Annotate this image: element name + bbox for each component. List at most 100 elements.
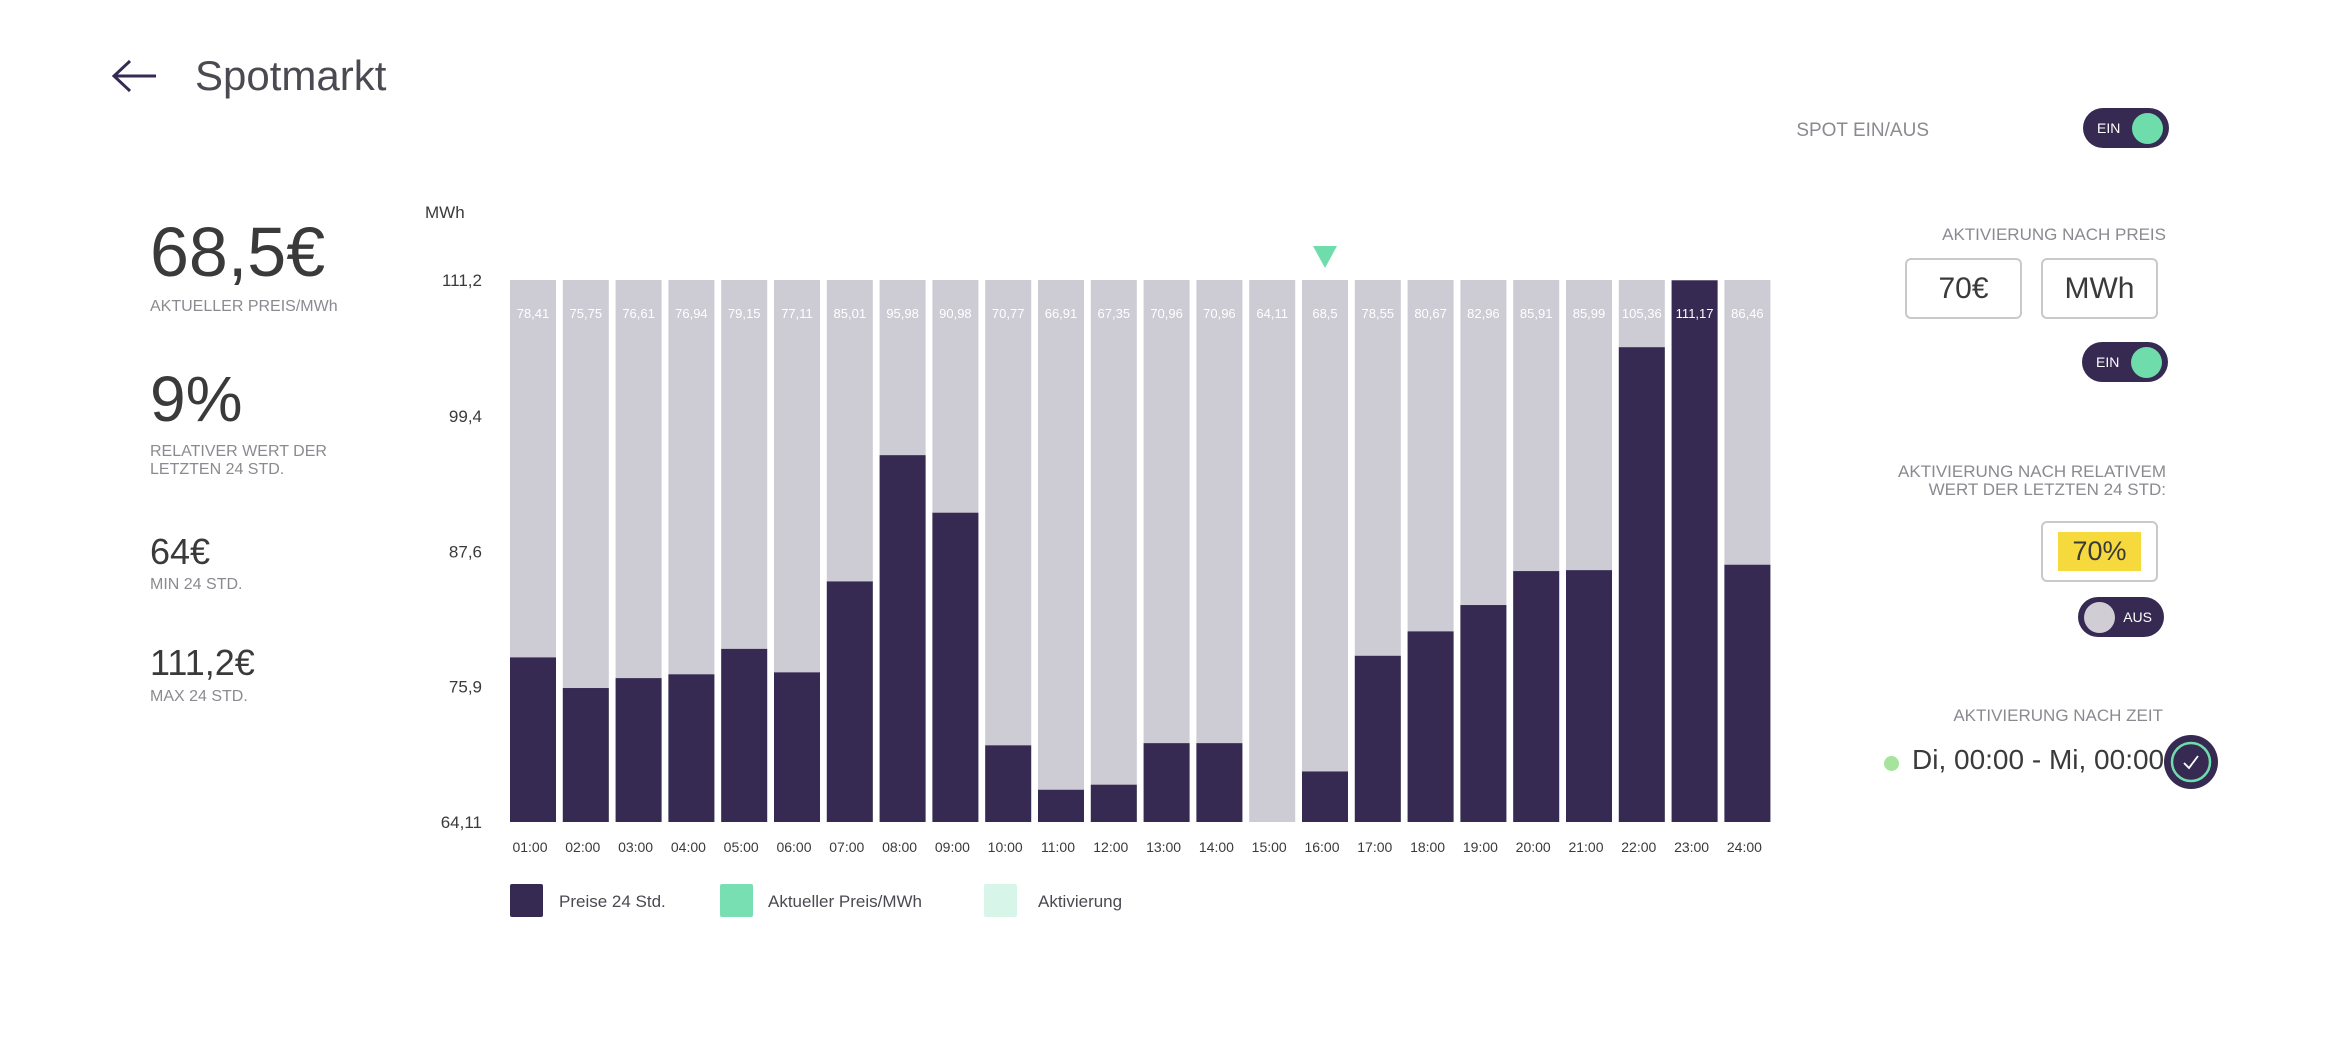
time-activation-label: AKTIVIERUNG NACH ZEIT (1953, 706, 2163, 725)
x-tick-label: 21:00 (1568, 839, 1603, 855)
bar-value-label: 80,67 (1414, 306, 1447, 321)
price-bar (1302, 771, 1348, 822)
bar-background (1302, 280, 1348, 822)
y-tick-label: 75,9 (449, 677, 482, 696)
price-bar (1143, 743, 1190, 822)
bar-value-label: 79,15 (728, 306, 761, 321)
max-value: 111,2€ (150, 642, 255, 683)
price-bar (1407, 631, 1454, 822)
legend-swatch-prices (510, 884, 543, 917)
bar-background (1038, 280, 1084, 822)
bar-background (1090, 280, 1137, 822)
bar-value-label: 68,5 (1312, 306, 1337, 321)
price-bar (1460, 605, 1507, 822)
x-tick-label: 02:00 (565, 839, 600, 855)
spot-toggle[interactable]: EIN (2083, 108, 2169, 148)
y-tick-label: 64,11 (441, 813, 482, 832)
bar-value-label: 75,75 (570, 306, 603, 321)
bar-value-label: 76,94 (675, 306, 708, 321)
price-bar (1038, 789, 1084, 822)
bar-value-label: 111,17 (1676, 306, 1714, 321)
current-price-marker-icon (1313, 246, 1337, 268)
bar-value-label: 85,01 (834, 306, 867, 321)
relative-activation-label-line2: WERT DER LETZTEN 24 STD: (1928, 480, 2166, 499)
bar-value-label: 85,99 (1573, 306, 1606, 321)
price-bar (510, 657, 556, 822)
min-label: MIN 24 STD. (150, 576, 243, 593)
time-range-text: Di, 00:00 - Mi, 00:00 (1912, 744, 2165, 775)
y-tick-label: 87,6 (449, 543, 482, 562)
price-bar (985, 745, 1032, 822)
price-bar (879, 455, 926, 822)
relative-activation-toggle-state: AUS (2123, 609, 2152, 625)
bar-value-label: 66,91 (1045, 306, 1078, 321)
x-tick-label: 23:00 (1674, 839, 1709, 855)
x-tick-label: 17:00 (1357, 839, 1392, 855)
toggle-knob (2132, 113, 2163, 144)
price-bar (1090, 784, 1137, 822)
unit-select[interactable]: MWh (2041, 258, 2158, 319)
spot-toggle-label: SPOT EIN/AUS (1796, 120, 1929, 141)
bar-value-label: 82,96 (1467, 306, 1500, 321)
bar-value-label: 95,98 (886, 306, 919, 321)
bar-value-label: 90,98 (939, 306, 972, 321)
legend-label-activation: Aktivierung (1038, 892, 1123, 911)
bar-value-label: 70,77 (992, 306, 1025, 321)
bar-value-label: 78,55 (1362, 306, 1395, 321)
price-threshold-input[interactable]: 70€ (1905, 258, 2022, 319)
bar-background (985, 280, 1032, 822)
relative-value: 9% (150, 363, 243, 435)
x-tick-label: 24:00 (1727, 839, 1762, 855)
relative-value-label-line1: RELATIVER WERT DER (150, 443, 327, 460)
bar-value-label: 64,11 (1256, 306, 1288, 321)
bar-value-label: 67,35 (1098, 306, 1131, 321)
relative-threshold-input[interactable]: 70% (2041, 521, 2158, 582)
relative-threshold-value: 70% (2058, 532, 2141, 571)
toggle-knob (2084, 602, 2115, 633)
price-bar (1354, 655, 1401, 822)
current-price-value: 68,5€ (150, 213, 326, 291)
x-tick-label: 03:00 (618, 839, 653, 855)
bar-value-label: 70,96 (1203, 306, 1236, 321)
status-dot-icon (1884, 756, 1899, 771)
max-label: MAX 24 STD. (150, 688, 248, 705)
bar-value-label: 78,41 (517, 306, 550, 321)
spot-toggle-state: EIN (2097, 120, 2121, 136)
x-tick-label: 20:00 (1516, 839, 1551, 855)
bar-value-label: 85,91 (1520, 306, 1553, 321)
legend-swatch-current-price (720, 884, 753, 917)
x-tick-label: 05:00 (724, 839, 759, 855)
clock-icon (2170, 741, 2212, 783)
back-arrow-icon[interactable] (110, 56, 160, 96)
x-tick-label: 10:00 (988, 839, 1023, 855)
price-bar (562, 688, 609, 822)
price-bar (1566, 570, 1612, 822)
x-tick-label: 15:00 (1252, 839, 1287, 855)
x-tick-label: 19:00 (1463, 839, 1498, 855)
price-bar (826, 581, 873, 822)
y-axis-title: MWh (425, 203, 465, 222)
legend-label-prices: Preise 24 Std. (559, 892, 666, 911)
x-tick-label: 18:00 (1410, 839, 1445, 855)
x-tick-label: 12:00 (1093, 839, 1128, 855)
price-bar (932, 512, 979, 822)
x-tick-label: 09:00 (935, 839, 970, 855)
min-value: 64€ (150, 531, 211, 572)
x-tick-label: 04:00 (671, 839, 706, 855)
price-bar (1513, 571, 1560, 822)
price-bar (721, 648, 768, 822)
bar-value-label: 76,61 (622, 306, 655, 321)
price-bar (1724, 564, 1771, 822)
x-tick-label: 11:00 (1041, 839, 1075, 855)
price-bar (774, 672, 820, 822)
price-activation-label: AKTIVIERUNG NACH PREIS (1942, 225, 2166, 244)
clock-button[interactable] (2164, 735, 2218, 789)
bar-value-label: 70,96 (1150, 306, 1183, 321)
bar-value-label: 105,36 (1622, 306, 1662, 321)
price-activation-toggle[interactable]: EIN (2082, 342, 2168, 382)
price-activation-toggle-state: EIN (2096, 354, 2120, 370)
bar-background (1249, 280, 1296, 822)
x-tick-label: 06:00 (776, 839, 811, 855)
relative-activation-toggle[interactable]: AUS (2078, 597, 2164, 637)
